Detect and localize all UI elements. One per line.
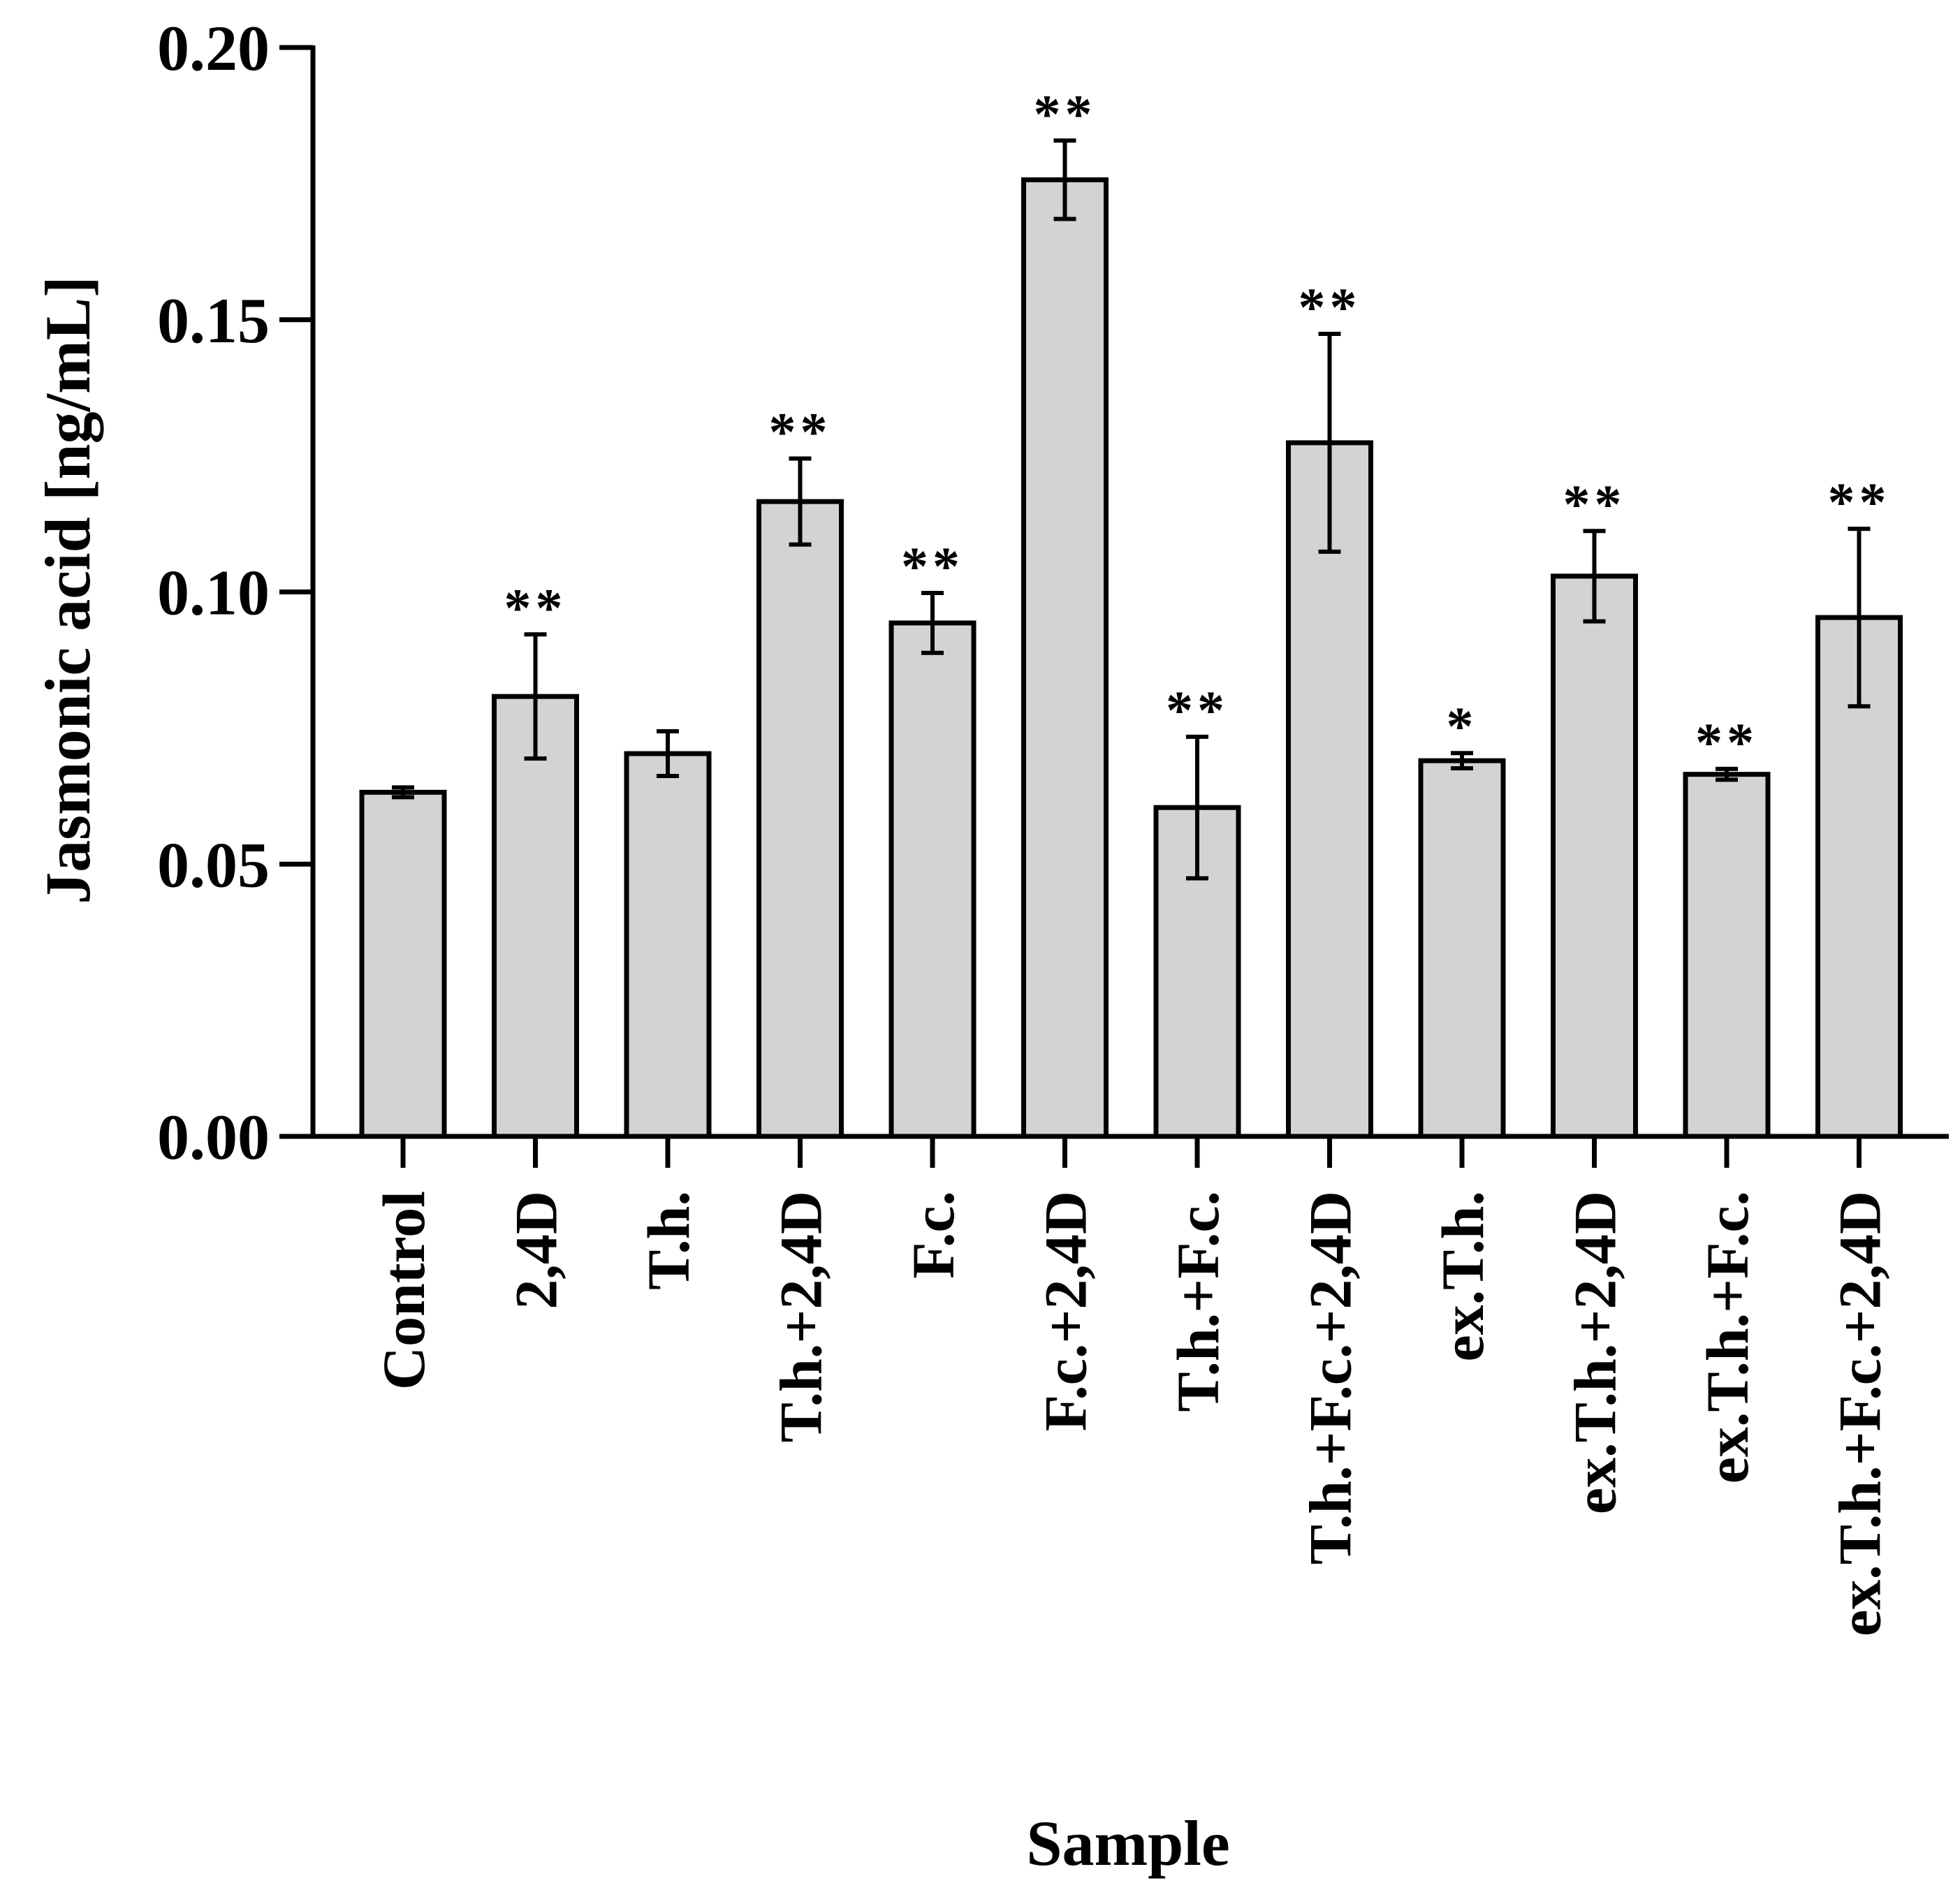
significance-label: ** xyxy=(1166,680,1229,740)
y-tick-label: 0.20 xyxy=(157,13,270,84)
bar xyxy=(1551,573,1638,1139)
axes-layer: Control 2,4D T.h. T.h.+2,4D F.c. F.c.+2,4D T.h… xyxy=(157,13,1949,1636)
x-tick-label: Control xyxy=(370,1191,437,1390)
significance-label: ** xyxy=(1563,474,1626,534)
significance-label: * xyxy=(1447,696,1478,756)
x-tick-label: ex.T.h. xyxy=(1429,1191,1496,1361)
x-axis-title: Sample xyxy=(1026,1808,1229,1879)
x-tick-label: ex.T.h.+F.c. xyxy=(1694,1191,1761,1484)
bar xyxy=(756,499,844,1139)
bar xyxy=(359,789,447,1139)
bar xyxy=(1683,772,1771,1139)
significance-label: ** xyxy=(901,536,964,596)
x-tick-label: 2,4D xyxy=(503,1191,570,1310)
bars-layer: ******************* xyxy=(359,83,1903,1139)
x-tick-label: ex.T.h.+F.c.+2,4D xyxy=(1827,1191,1894,1636)
bar xyxy=(492,694,579,1139)
x-tick-label: ex.T.h.+2,4D xyxy=(1562,1191,1629,1514)
significance-label: ** xyxy=(1695,712,1758,772)
x-tick-label: F.c.+2,4D xyxy=(1032,1191,1099,1431)
bar xyxy=(1021,177,1109,1139)
y-tick-label: 0.05 xyxy=(157,829,270,900)
significance-label: ** xyxy=(1299,277,1361,337)
y-tick-label: 0.15 xyxy=(157,285,270,356)
y-tick-label: 0.10 xyxy=(157,557,270,629)
bar xyxy=(888,620,977,1139)
x-tick-label: T.h. xyxy=(635,1191,702,1290)
x-tick-label: T.h.+F.c. xyxy=(1164,1191,1231,1412)
significance-label: ** xyxy=(504,577,567,638)
x-tick-label: T.h.+F.c.+2,4D xyxy=(1297,1191,1364,1565)
bar xyxy=(624,751,712,1139)
y-axis-title: Jasmonic acid [ng/mL] xyxy=(32,276,103,904)
significance-label: ** xyxy=(769,402,832,462)
significance-label: ** xyxy=(1828,471,1891,532)
significance-label: ** xyxy=(1034,83,1097,144)
bar xyxy=(1418,758,1506,1139)
x-tick-label: T.h.+2,4D xyxy=(768,1191,835,1442)
y-tick-label: 0.00 xyxy=(157,1101,270,1173)
x-tick-label: F.c. xyxy=(900,1191,967,1279)
